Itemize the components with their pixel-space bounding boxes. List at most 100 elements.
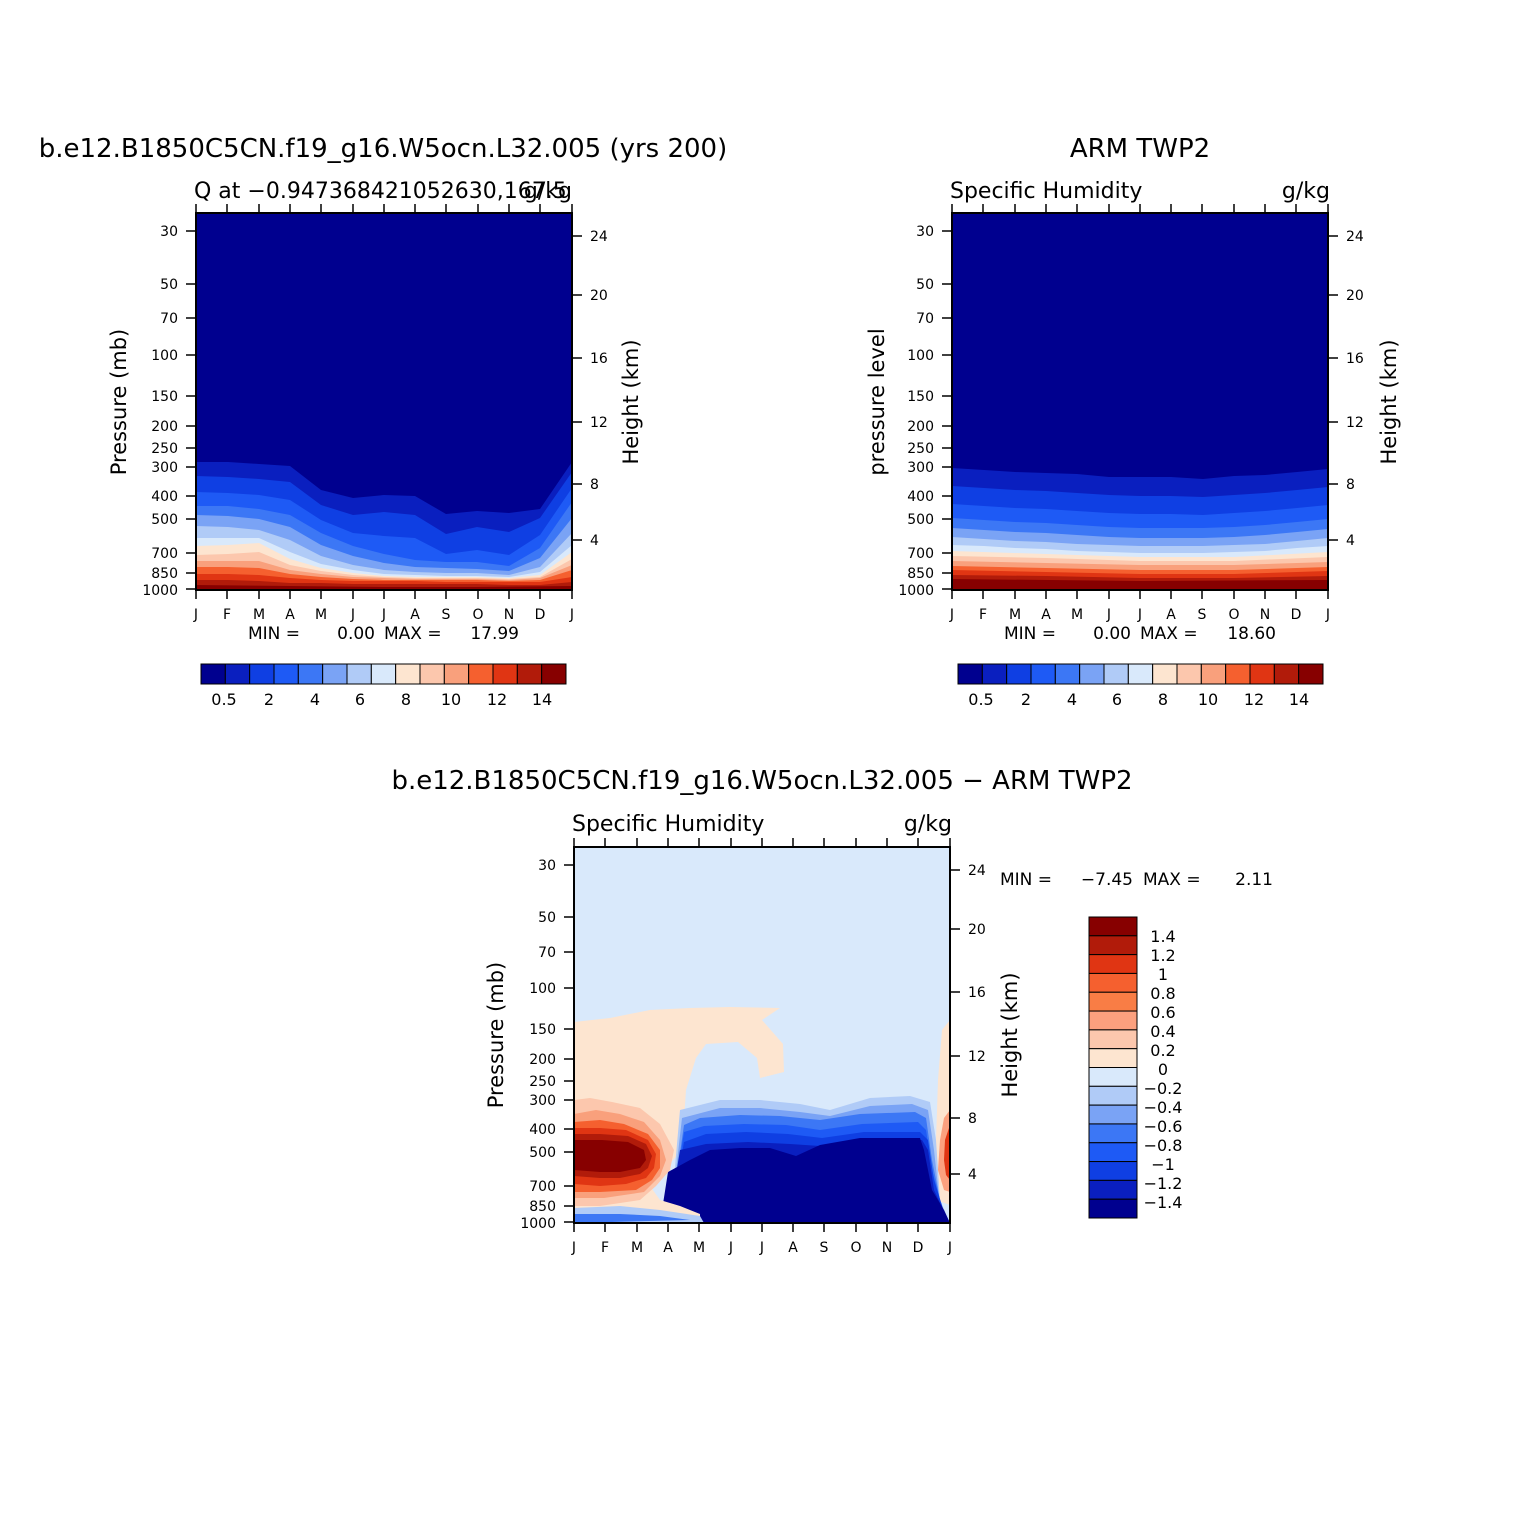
model-height-tick: 16 xyxy=(590,351,608,367)
obs-pressure-tick: 200 xyxy=(907,419,934,435)
model-right-axis: 24 20 16 12 8 4 Height (km) xyxy=(572,229,643,549)
difference-min-value: −7.45 xyxy=(1081,870,1133,890)
obs-colorbar-swatch xyxy=(1006,663,1032,685)
obs-pressure-tick: 150 xyxy=(907,389,934,405)
obs-colorbar-label: 6 xyxy=(1112,690,1122,709)
model-pressure-tick: 150 xyxy=(151,389,178,405)
model-y-axis-label: Pressure (mb) xyxy=(107,329,131,476)
difference-colorbar-swatch xyxy=(1088,1067,1138,1087)
difference-colorbar-label: −0.8 xyxy=(1144,1136,1183,1155)
difference-colorbar-swatch xyxy=(1088,1123,1138,1144)
difference-colorbar-label: −1.2 xyxy=(1144,1174,1183,1193)
obs-month-tick: A xyxy=(1166,607,1176,623)
difference-month-axis: J F M A M J J A S O N D J xyxy=(571,838,952,1256)
difference-right-axis: 24 20 16 12 8 4 Height (km) xyxy=(950,863,1022,1183)
obs-contour-field xyxy=(952,213,1328,590)
model-month-tick: J xyxy=(193,607,198,623)
obs-height-tick: 8 xyxy=(1346,477,1355,493)
difference-colorbar-label: 1.2 xyxy=(1150,946,1175,965)
difference-colorbar-label: 0.6 xyxy=(1150,1003,1175,1022)
difference-month-tick: J xyxy=(728,1240,733,1256)
model-contour-field xyxy=(196,213,572,590)
obs-pressure-tick: 250 xyxy=(907,441,934,457)
model-left-subtitle: Q at −0.947368421052630,167.5 xyxy=(194,179,567,204)
obs-colorbar-label: 0.5 xyxy=(968,690,993,709)
model-month-tick: S xyxy=(442,607,451,623)
model-pressure-tick: 250 xyxy=(151,441,178,457)
difference-colorbar-swatch xyxy=(1088,954,1138,974)
model-month-tick: F xyxy=(223,607,231,623)
difference-colorbar-swatch xyxy=(1088,935,1138,956)
model-colorbar-swatch xyxy=(200,663,226,685)
model-colorbar-label: 14 xyxy=(532,690,552,709)
model-pressure-tick: 300 xyxy=(151,460,178,476)
obs-colorbar-label: 14 xyxy=(1289,690,1309,709)
model-height-tick: 12 xyxy=(590,415,608,431)
model-colorbar-swatch xyxy=(297,663,324,685)
model-colorbar-swatch xyxy=(492,663,518,685)
difference-pressure-tick: 200 xyxy=(529,1052,556,1068)
obs-month-tick: F xyxy=(979,607,987,623)
obs-colorbar-swatch xyxy=(1298,663,1324,685)
difference-height-tick: 20 xyxy=(968,922,986,938)
obs-month-tick: N xyxy=(1260,607,1270,623)
model-pressure-tick: 700 xyxy=(151,546,178,562)
obs-pressure-tick: 1000 xyxy=(898,583,934,599)
difference-colorbar-label: 0.4 xyxy=(1150,1022,1175,1041)
model-colorbar-label: 6 xyxy=(355,690,365,709)
model-min-label: MIN = xyxy=(248,624,300,644)
model-pressure-tick: 70 xyxy=(160,311,178,327)
difference-colorbar-label: 0.2 xyxy=(1150,1041,1175,1060)
model-colorbar-label: 4 xyxy=(310,690,320,709)
obs-month-axis: J F M A M J J A S O N D J xyxy=(949,204,1330,623)
difference-pressure-tick: 500 xyxy=(529,1145,556,1161)
obs-left-subtitle: Specific Humidity xyxy=(950,179,1142,204)
difference-y2-axis-label: Height (km) xyxy=(998,972,1022,1097)
difference-pressure-tick: 70 xyxy=(538,945,556,961)
model-height-tick: 4 xyxy=(590,533,599,549)
obs-min-label: MIN = xyxy=(1004,624,1056,644)
model-month-tick: J xyxy=(569,607,574,623)
difference-colorbar-label: −0.6 xyxy=(1144,1117,1183,1136)
obs-month-tick: D xyxy=(1291,607,1302,623)
difference-colorbar-label: −1 xyxy=(1151,1155,1175,1174)
obs-month-tick: M xyxy=(1071,607,1083,623)
model-month-axis: J F M A M J J A S O N D J xyxy=(193,204,574,623)
obs-colorbar-swatch xyxy=(1249,663,1275,685)
difference-month-tick: S xyxy=(820,1240,829,1256)
obs-pressure-tick: 850 xyxy=(907,566,934,582)
obs-colorbar: 0.5 2 4 6 8 10 12 14 xyxy=(957,663,1324,709)
difference-colorbar-swatch xyxy=(1088,1085,1138,1106)
difference-month-tick: O xyxy=(850,1240,861,1256)
model-y2-axis-label: Height (km) xyxy=(619,339,643,464)
difference-month-tick: N xyxy=(882,1240,892,1256)
obs-colorbar-swatch xyxy=(1176,663,1202,685)
obs-height-tick: 12 xyxy=(1346,415,1364,431)
obs-y-axis-label: pressure level xyxy=(865,328,889,475)
model-height-tick: 20 xyxy=(590,288,608,304)
obs-colorbar-swatch xyxy=(1054,663,1081,685)
obs-pressure-tick: 70 xyxy=(916,311,934,327)
model-colorbar-swatch xyxy=(419,663,445,685)
difference-min-label: MIN = xyxy=(1000,870,1052,890)
difference-colorbar: 1.4 1.2 1 0.8 0.6 0.4 0.2 0 −0.2 −0.4 −0… xyxy=(1088,916,1183,1219)
obs-colorbar-label: 10 xyxy=(1198,690,1218,709)
obs-height-tick: 16 xyxy=(1346,351,1364,367)
difference-pressure-tick: 100 xyxy=(529,981,556,997)
difference-pressure-tick: 1000 xyxy=(520,1216,556,1232)
model-colorbar-label: 0.5 xyxy=(211,690,236,709)
model-height-tick: 8 xyxy=(590,477,599,493)
obs-colorbar-swatch xyxy=(1079,663,1105,685)
difference-height-tick: 12 xyxy=(968,1049,986,1065)
difference-colorbar-label: 1.4 xyxy=(1150,927,1175,946)
model-colorbar-swatch xyxy=(468,663,494,685)
difference-height-tick: 8 xyxy=(968,1111,977,1127)
obs-month-tick: J xyxy=(1325,607,1330,623)
difference-units-label: g/kg xyxy=(904,812,952,837)
difference-colorbar-label: −0.2 xyxy=(1144,1079,1183,1098)
obs-colorbar-label: 12 xyxy=(1244,690,1264,709)
model-pressure-tick: 50 xyxy=(160,277,178,293)
model-pressure-tick: 400 xyxy=(151,489,178,505)
model-colorbar-swatch xyxy=(516,663,543,685)
